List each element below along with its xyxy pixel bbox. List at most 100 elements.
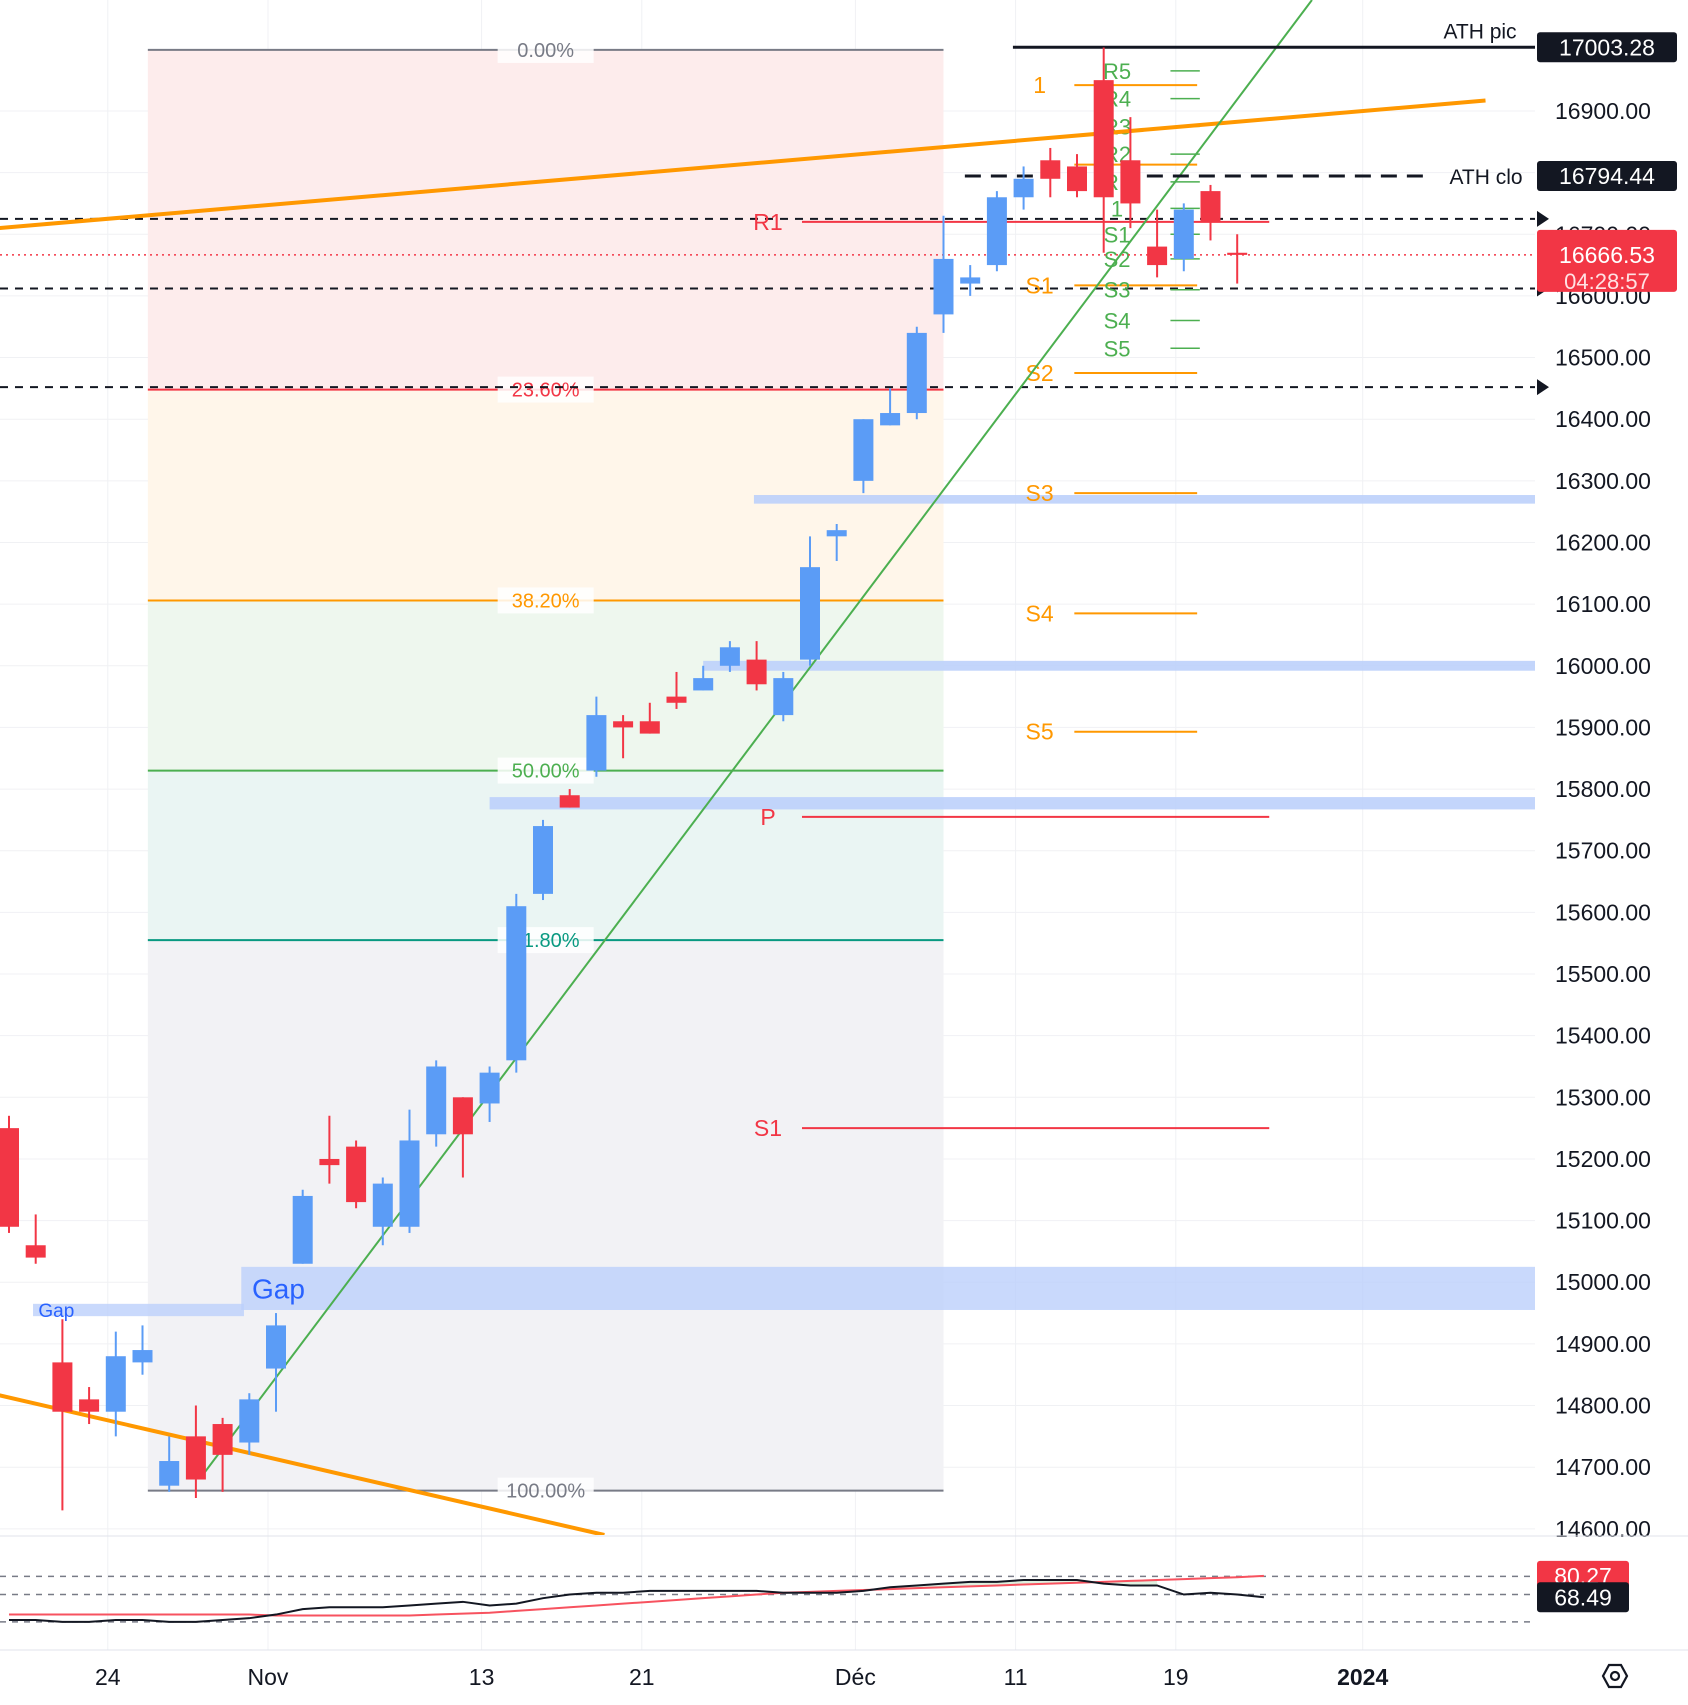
price-tick-label: 15400.00: [1555, 1023, 1651, 1049]
price-tick-label: 15700.00: [1555, 838, 1651, 864]
gear-outline: [1601, 1663, 1629, 1689]
pivot-green-label: S5: [1104, 336, 1131, 361]
fib-zone: [147, 940, 944, 1491]
candle-body: [586, 715, 607, 771]
last-price-value: 16666.53: [1559, 242, 1655, 268]
candle-body: [1147, 246, 1168, 266]
fib-label: 0.00%: [517, 40, 574, 62]
candle-body: [372, 1183, 393, 1227]
candle-body: [666, 696, 687, 703]
candle-body: [1120, 160, 1141, 204]
price-tick-label: 15200.00: [1555, 1146, 1651, 1172]
price-zone: [241, 1266, 1535, 1310]
candle-body: [1200, 191, 1221, 222]
candle-body: [986, 197, 1007, 266]
trend-line: [0, 98, 1486, 231]
pivot-red-label: S1: [754, 1115, 782, 1141]
price-axis: 14600.00 14700.00 14800.00 14900.00 15000.00…: [1537, 32, 1677, 1542]
price-tick-label: 14800.00: [1555, 1393, 1651, 1419]
candles: [0, 47, 1248, 1511]
settings-gear-icon[interactable]: [1601, 1663, 1629, 1689]
candle-body: [52, 1362, 73, 1412]
fib-label: 23.60%: [512, 380, 580, 402]
candle-body: [1227, 252, 1248, 255]
candle-body: [880, 413, 901, 426]
price-zone: [33, 1303, 244, 1317]
gear-center: [1609, 1670, 1621, 1682]
pivot-orange-label: 1: [1033, 72, 1046, 98]
price-tick-label: 15100.00: [1555, 1208, 1651, 1234]
candle-body: [212, 1424, 233, 1455]
candle-body: [533, 826, 553, 894]
price-tick-label: 16400.00: [1555, 406, 1651, 432]
rsi-line: [9, 1579, 1265, 1623]
fib-zone: [147, 600, 944, 771]
pivot-orange-label: S2: [1026, 360, 1054, 386]
price-tick-label: 16500.00: [1555, 345, 1651, 371]
candle-body: [1067, 166, 1087, 192]
pivot-orange-label: S5: [1026, 719, 1054, 745]
candle-body: [292, 1195, 313, 1264]
candle-body: [1040, 160, 1061, 179]
candle-body: [746, 659, 767, 685]
ath-peak-badge-bg: [1537, 32, 1677, 63]
price-tick-label: 15600.00: [1555, 899, 1651, 925]
rsi-ma-line: [9, 1574, 1264, 1617]
price-zone: [753, 495, 1535, 504]
candle-body: [266, 1325, 286, 1369]
price-tick-label: 15000.00: [1555, 1269, 1651, 1295]
pivot-green-label: 1: [1111, 196, 1123, 221]
zone-label: Gap: [252, 1273, 305, 1304]
price-tick-label: 16300.00: [1555, 468, 1651, 494]
candle-body: [399, 1140, 420, 1227]
level-arrow-icon: [1537, 210, 1549, 227]
candle-body: [185, 1436, 206, 1480]
date-tick-label: 2024: [1337, 1664, 1388, 1690]
rsi-badge-bg: [1537, 1582, 1629, 1613]
fib-label-bg: [497, 587, 594, 614]
price-zone: [489, 797, 1535, 810]
candle-body: [906, 332, 927, 414]
candle-body: [346, 1146, 367, 1203]
candle-body: [159, 1461, 180, 1486]
pivot-green-label: S3: [1104, 278, 1131, 303]
level-arrow-icon: [1537, 379, 1549, 396]
pivot-orange-label: S4: [1026, 600, 1054, 626]
fib-label: 61.80%: [512, 930, 580, 952]
date-tick-label: 24: [95, 1664, 121, 1690]
date-tick-label: Déc: [835, 1664, 876, 1690]
ath-close-label: ATH clo: [1449, 166, 1522, 189]
fib-label-bg: [497, 757, 594, 784]
candle-body: [1173, 209, 1194, 259]
candle-body: [933, 258, 954, 315]
price-tick-label: 15800.00: [1555, 776, 1651, 802]
candle-body: [960, 277, 981, 284]
pivot-orange-label: S3: [1026, 480, 1054, 506]
date-axis: 24 Nov 13 21 Déc 11 19 2024: [0, 1649, 1688, 1690]
ath-peak-badge: 17003.28: [1559, 34, 1655, 60]
price-tick-label: 16100.00: [1555, 591, 1651, 617]
price-tick-label: 15300.00: [1555, 1084, 1651, 1110]
main-plot: 0.00% 23.60% 38.20% 50.00% 61.80% 100.00% Gap G…: [0, 0, 1535, 1535]
candle-body: [693, 678, 714, 691]
candle-body: [426, 1066, 447, 1135]
price-tick-label: 15500.00: [1555, 961, 1651, 987]
zone-label: Gap: [38, 1301, 74, 1322]
candle-body: [773, 678, 794, 716]
price-tick-label: 16200.00: [1555, 529, 1651, 555]
trend-line: [203, 0, 1313, 1474]
candle-body: [826, 530, 847, 537]
candle-body: [1013, 178, 1034, 198]
fib-label-bg: [497, 36, 594, 63]
fib-label-bg: [497, 1477, 594, 1504]
candle-body: [639, 721, 660, 734]
fib-label-bg: [497, 376, 594, 403]
candle-body: [452, 1097, 473, 1135]
rsi-badge: 68.49: [1554, 1584, 1612, 1610]
candle-body: [559, 795, 580, 808]
ath-close-badge: 16794.44: [1559, 163, 1655, 189]
fib-label: 100.00%: [506, 1481, 585, 1503]
